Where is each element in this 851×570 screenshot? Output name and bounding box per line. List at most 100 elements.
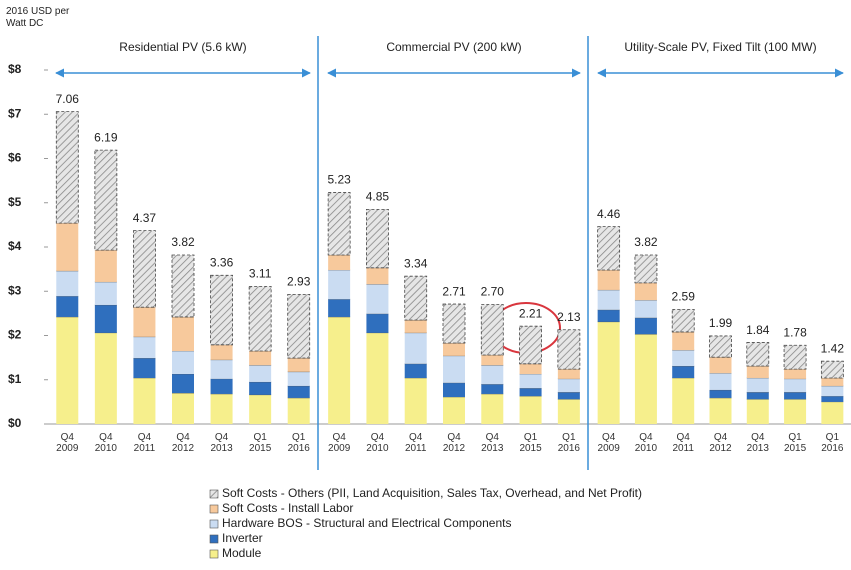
bar-segment [328, 316, 351, 424]
bar-segment [287, 371, 310, 386]
y-tick-label: $1 [8, 372, 22, 386]
bar-segment [94, 304, 117, 333]
x-tick-label: Q4 2010 [366, 432, 389, 454]
bar-segment [210, 359, 233, 379]
bar-segment [404, 363, 427, 378]
total-label: 3.82 [634, 235, 658, 249]
total-label: 5.23 [327, 173, 351, 187]
bar-segment [820, 360, 844, 379]
bar-segment [519, 373, 542, 389]
bar-segment [328, 270, 351, 300]
bar-segment [821, 385, 844, 397]
bar-segment [746, 377, 769, 393]
bar-segment [519, 363, 542, 374]
bar-segment [287, 385, 310, 398]
bar-segment [55, 111, 79, 224]
total-label: 6.19 [94, 130, 118, 144]
total-label: 2.93 [287, 275, 311, 289]
y-tick-label: $6 [8, 151, 22, 165]
legend-label: Soft Costs - Others (PII, Land Acquisiti… [222, 486, 642, 500]
bar-segment [171, 254, 195, 318]
bar-segment [746, 392, 769, 400]
x-tick-label: Q1 2015 [783, 432, 807, 454]
bar-segment [672, 350, 695, 367]
bar-segment [443, 382, 465, 398]
bar-segment [404, 320, 427, 333]
bar-segment [249, 381, 272, 395]
x-tick-label: Q4 2013 [746, 432, 769, 454]
bar-segment [443, 397, 465, 424]
y-tick-label: $4 [8, 239, 22, 253]
total-label: 1.42 [821, 341, 845, 355]
total-label: 2.13 [557, 310, 581, 324]
bar-segment [94, 149, 118, 251]
bar-segment [634, 300, 657, 318]
total-label: 4.37 [133, 211, 157, 225]
bar-segment [172, 316, 194, 351]
bar-segment [94, 332, 117, 424]
bar-segment [519, 388, 542, 397]
bar-segment [172, 373, 194, 394]
bar-segment [634, 334, 657, 424]
bar-segment [133, 307, 156, 337]
total-label: 1.78 [783, 325, 807, 339]
bar-segment [784, 378, 807, 393]
bar-segment [709, 397, 732, 424]
bar-segment [672, 377, 695, 424]
bar-segment [327, 192, 351, 256]
bar-segment [442, 303, 466, 344]
legend-swatch [209, 504, 219, 514]
bar-segment [481, 384, 504, 394]
bar-segment [519, 325, 542, 365]
total-label: 3.36 [210, 255, 234, 269]
bar-segment [746, 366, 769, 378]
x-tick-label: Q1 2016 [821, 432, 844, 454]
bar-segment [481, 354, 504, 366]
bar-segment [404, 332, 427, 364]
y-tick-label: $3 [8, 283, 22, 297]
x-tick-label: Q4 2009 [328, 432, 351, 454]
x-tick-label: Q4 2010 [94, 432, 117, 454]
total-label: 2.70 [481, 285, 505, 299]
y-tick-label: $5 [8, 195, 22, 209]
x-tick-label: Q4 2012 [709, 432, 732, 454]
bar-segment [634, 254, 658, 284]
x-tick-label: Q4 2012 [171, 432, 195, 454]
panel-title: Utility-Scale PV, Fixed Tilt (100 MW) [624, 40, 816, 54]
bar-segment [746, 342, 770, 367]
bar-segment [597, 309, 620, 322]
bar-segment [671, 308, 695, 333]
bar-segment [56, 316, 79, 424]
y-tick-label: $7 [8, 106, 22, 120]
x-tick-label: Q1 2015 [519, 432, 542, 454]
bar-segment [366, 208, 389, 269]
bar-segment [519, 396, 542, 424]
bar-segment [210, 393, 233, 424]
bar-segment [821, 401, 844, 424]
bar-segment [172, 393, 194, 424]
total-label: 4.85 [366, 190, 390, 204]
total-label: 3.34 [404, 256, 428, 270]
bar-segment [56, 296, 79, 317]
bar-segment [404, 377, 427, 424]
x-tick-label: Q4 2013 [210, 432, 233, 454]
bar-segment [672, 331, 695, 351]
bar-segment [248, 285, 272, 352]
total-label: 4.46 [597, 207, 621, 221]
bar-segment [443, 343, 465, 356]
legend-label: Hardware BOS - Structural and Electrical… [222, 516, 511, 530]
bar-segment [597, 226, 621, 271]
bar-segment [557, 329, 581, 370]
bar-segment [249, 394, 272, 424]
bar-segment [557, 369, 580, 379]
bar-segment [287, 293, 311, 359]
y-tick-label: $8 [8, 62, 22, 76]
total-label: 2.21 [519, 306, 543, 320]
bar-segment [404, 275, 428, 321]
x-tick-label: Q1 2016 [287, 432, 310, 454]
bar-segment [783, 344, 807, 370]
panel-title: Commercial PV (200 kW) [386, 40, 521, 54]
legend-label: Inverter [222, 531, 263, 545]
